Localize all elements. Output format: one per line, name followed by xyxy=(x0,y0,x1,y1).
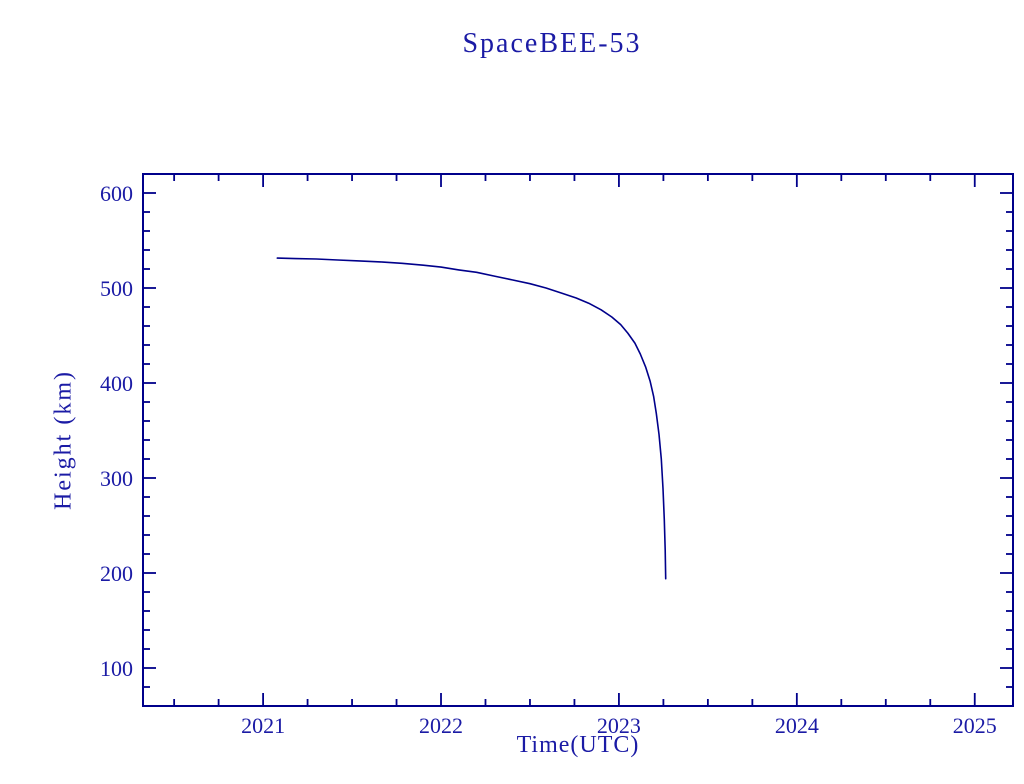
chart-title: SpaceBEE-53 xyxy=(462,28,642,59)
y-tick-label: 300 xyxy=(100,466,133,491)
x-tick-label: 2024 xyxy=(775,713,819,738)
decay-curve xyxy=(276,257,667,580)
x-axis-label: Time(UTC) xyxy=(516,732,640,758)
x-tick-label: 2022 xyxy=(419,713,463,738)
y-tick-label: 200 xyxy=(100,561,133,586)
y-tick-label: 500 xyxy=(100,276,133,301)
y-tick-label: 100 xyxy=(100,656,133,681)
x-tick-label: 2021 xyxy=(241,713,285,738)
y-tick-label: 400 xyxy=(100,371,133,396)
orbital-decay-chart: SpaceBEE-53 Height (km) 2021 2022 2023 2024… xyxy=(40,16,1024,784)
plot-frame xyxy=(142,173,1014,707)
chart-canvas: 2021 2022 2023 2024 2025 100 200 300 400 500 600 xyxy=(100,173,1014,738)
y-tick-label: 600 xyxy=(100,181,133,206)
x-tick-label: 2023 xyxy=(597,713,641,738)
x-tick-label: 2025 xyxy=(953,713,997,738)
